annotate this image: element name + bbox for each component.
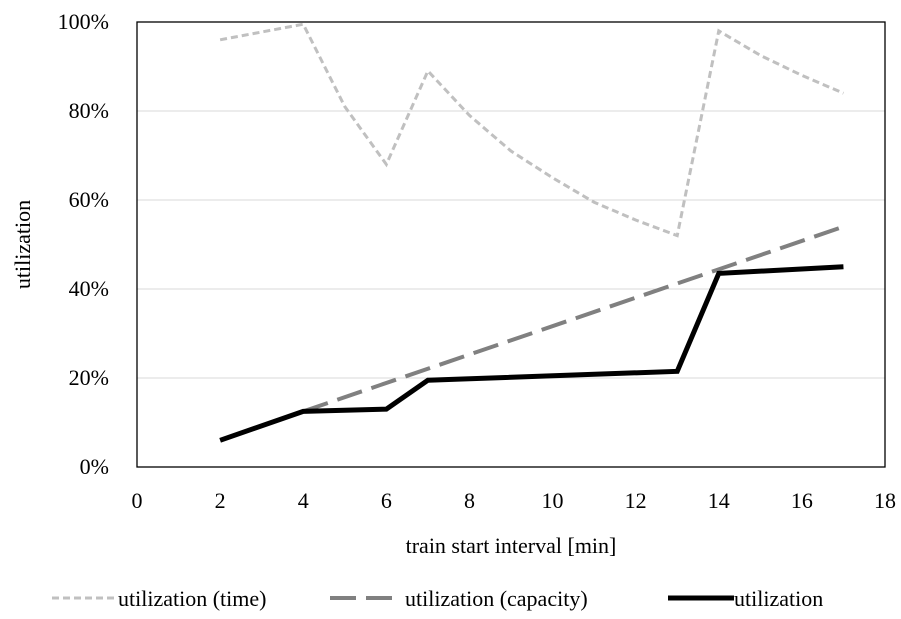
x-tick-label: 10	[542, 488, 564, 513]
x-tick-label: 4	[298, 488, 309, 513]
series-line-utilization	[219, 264, 844, 443]
legend-label: utilization (capacity)	[405, 586, 588, 611]
x-tick-label: 6	[381, 488, 392, 513]
series-lines	[219, 22, 845, 443]
x-axis-title: train start interval [min]	[406, 533, 617, 558]
legend: utilization (time) utilization (capacity)…	[52, 586, 823, 611]
series-line-utilization-capacity	[302, 224, 845, 414]
plot-area-border	[136, 21, 886, 468]
y-axis-ticks: 0% 20% 40% 60% 80% 100%	[58, 9, 109, 479]
y-axis-title: utilization	[10, 200, 35, 289]
y-tick-label: 40%	[69, 276, 109, 301]
x-tick-label: 8	[464, 488, 475, 513]
x-tick-label: 16	[791, 488, 813, 513]
legend-label: utilization (time)	[118, 586, 266, 611]
y-tick-label: 0%	[80, 454, 109, 479]
legend-label: utilization	[734, 586, 823, 611]
x-tick-label: 0	[132, 488, 143, 513]
x-axis-ticks: 0 2 4 6 8 10 12 14 16 18	[132, 488, 897, 513]
x-tick-label: 14	[708, 488, 730, 513]
x-tick-label: 12	[625, 488, 647, 513]
x-tick-label: 2	[215, 488, 226, 513]
y-tick-label: 20%	[69, 365, 109, 390]
series-line-utilization-time	[219, 22, 845, 238]
y-tick-label: 80%	[69, 98, 109, 123]
x-tick-label: 18	[874, 488, 896, 513]
y-tick-label: 60%	[69, 187, 109, 212]
y-tick-label: 100%	[58, 9, 109, 34]
